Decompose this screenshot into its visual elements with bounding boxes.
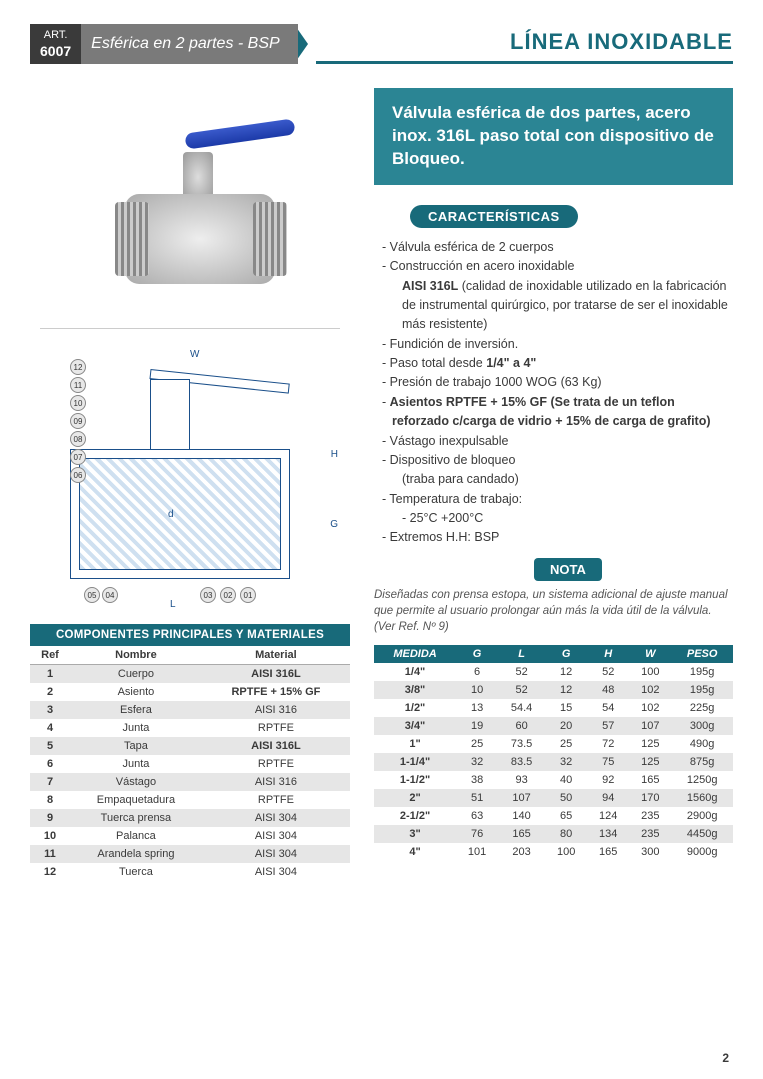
dim-g: G: [330, 519, 338, 530]
dimensions-table: MEDIDAGLGHWPESO 1/4"6521252100195g3/8"10…: [374, 645, 733, 861]
technical-diagram: W H G d L 010203 0405 06 07 08 09 10 11 12: [40, 328, 340, 608]
art-label: ART.: [40, 28, 71, 42]
table-row: 7VástagoAISI 316: [30, 773, 350, 791]
description-box: Válvula esférica de dos partes, acero in…: [374, 88, 733, 185]
table-row: 1/2"1354.41554102225g: [374, 699, 733, 717]
table-row: 9Tuerca prensaAISI 304: [30, 809, 350, 827]
callout-01: 01: [240, 587, 256, 603]
page-header: ART. 6007 Esférica en 2 partes - BSP LÍN…: [30, 24, 733, 64]
subtitle-box: Esférica en 2 partes - BSP: [81, 24, 298, 64]
subtitle: Esférica en 2 partes - BSP: [91, 35, 280, 53]
table-header: MEDIDA: [374, 645, 456, 663]
table-header: PESO: [671, 645, 733, 663]
table-header: G: [545, 645, 587, 663]
features-title: CARACTERÍSTICAS: [410, 205, 578, 228]
note-text: Diseñadas con prensa estopa, un sistema …: [374, 587, 733, 635]
art-number: 6007: [40, 42, 71, 60]
table-header: L: [498, 645, 545, 663]
article-badge: ART. 6007: [30, 24, 81, 64]
table-row: 6JuntaRPTFE: [30, 755, 350, 773]
table-row: 4JuntaRPTFE: [30, 719, 350, 737]
feature-item: Extremos H.H: BSP: [378, 528, 733, 547]
feature-item: (traba para candado): [378, 470, 733, 489]
callout-06: 06: [70, 467, 86, 483]
callout-04: 04: [102, 587, 118, 603]
table-header: Nombre: [70, 646, 202, 665]
feature-item: Presión de trabajo 1000 WOG (63 Kg): [378, 373, 733, 392]
dim-w: W: [190, 349, 199, 360]
components-section: COMPONENTES PRINCIPALES Y MATERIALES Ref…: [30, 624, 350, 881]
callout-11: 11: [70, 377, 86, 393]
callout-08: 08: [70, 431, 86, 447]
feature-item: Paso total desde 1/4" a 4": [378, 354, 733, 373]
callout-09: 09: [70, 413, 86, 429]
dim-h: H: [331, 449, 338, 460]
table-header: W: [629, 645, 671, 663]
table-row: 1-1/4"3283.53275125875g: [374, 753, 733, 771]
table-row: 5TapaAISI 316L: [30, 737, 350, 755]
table-row: 1-1/2"389340921651250g: [374, 771, 733, 789]
callout-02: 02: [220, 587, 236, 603]
product-image: [85, 98, 295, 308]
feature-item: Asientos RPTFE + 15% GF (Se trata de un …: [378, 393, 733, 432]
table-row: 2"5110750941701560g: [374, 789, 733, 807]
table-row: 10PalancaAISI 304: [30, 827, 350, 845]
feature-item: AISI 316L (calidad de inoxidable utiliza…: [378, 277, 733, 335]
table-header: Material: [202, 646, 350, 665]
dim-l: L: [170, 599, 176, 610]
page-number: 2: [722, 1051, 729, 1065]
line-title: LÍNEA INOXIDABLE: [316, 24, 733, 64]
callout-12: 12: [70, 359, 86, 375]
callout-07: 07: [70, 449, 86, 465]
feature-item: - 25°C +200°C: [378, 509, 733, 528]
dim-d: d: [168, 509, 174, 520]
table-header: H: [587, 645, 629, 663]
feature-item: Válvula esférica de 2 cuerpos: [378, 238, 733, 257]
table-row: 3/4"19602057107300g: [374, 717, 733, 735]
table-header: G: [456, 645, 498, 663]
table-row: 8EmpaquetaduraRPTFE: [30, 791, 350, 809]
table-row: 1/4"6521252100195g: [374, 663, 733, 681]
table-row: 12TuercaAISI 304: [30, 863, 350, 881]
components-table: RefNombreMaterial 1CuerpoAISI 316L2Asien…: [30, 646, 350, 881]
table-row: 2AsientoRPTFE + 15% GF: [30, 683, 350, 701]
components-title: COMPONENTES PRINCIPALES Y MATERIALES: [30, 624, 350, 646]
table-row: 1CuerpoAISI 316L: [30, 665, 350, 684]
feature-item: Construcción en acero inoxidable: [378, 257, 733, 276]
table-row: 4"1012031001653009000g: [374, 843, 733, 861]
table-row: 1"2573.52572125490g: [374, 735, 733, 753]
feature-item: Fundición de inversión.: [378, 335, 733, 354]
table-row: 11Arandela springAISI 304: [30, 845, 350, 863]
table-row: 3EsferaAISI 316: [30, 701, 350, 719]
feature-item: Vástago inexpulsable: [378, 432, 733, 451]
table-row: 3"76165801342354450g: [374, 825, 733, 843]
callout-03: 03: [200, 587, 216, 603]
features-list: Válvula esférica de 2 cuerposConstrucció…: [374, 238, 733, 548]
feature-item: Dispositivo de bloqueo: [378, 451, 733, 470]
callout-10: 10: [70, 395, 86, 411]
table-row: 3/8"10521248102195g: [374, 681, 733, 699]
table-header: Ref: [30, 646, 70, 665]
table-row: 2-1/2"63140651242352900g: [374, 807, 733, 825]
feature-item: Temperatura de trabajo:: [378, 490, 733, 509]
callout-05: 05: [84, 587, 100, 603]
note-title: NOTA: [534, 558, 602, 581]
